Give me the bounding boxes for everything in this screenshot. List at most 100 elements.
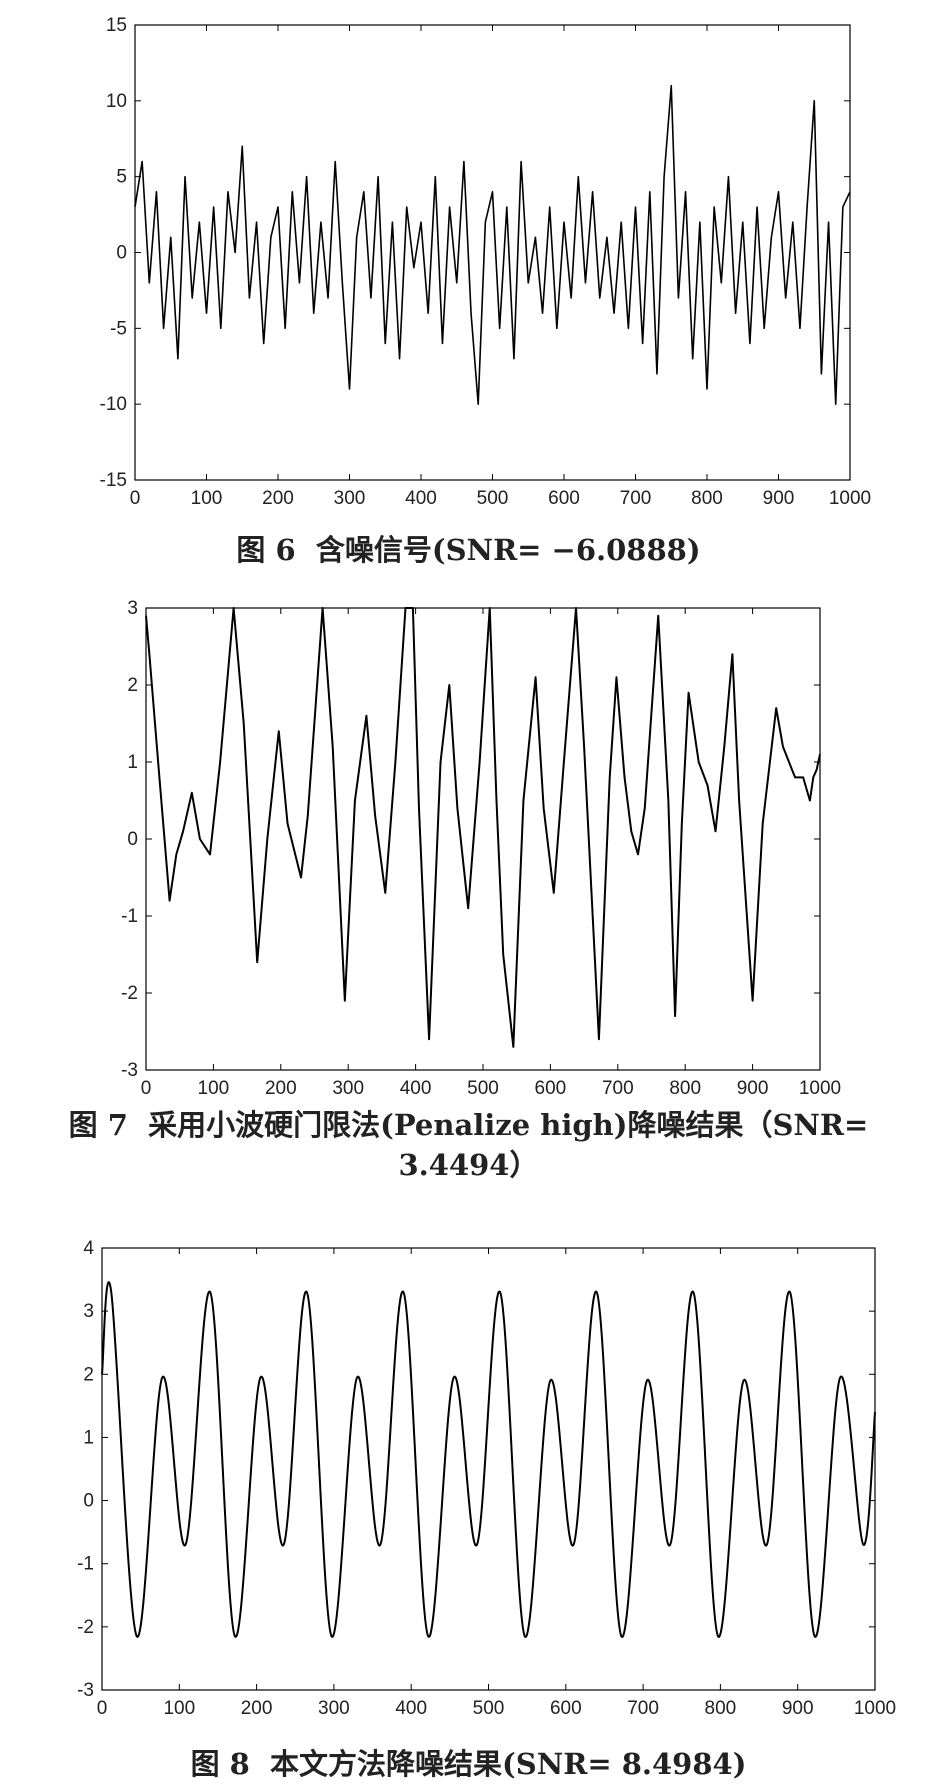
x-tick-label: 800 <box>691 488 723 509</box>
y-tick: 2 <box>127 675 820 696</box>
x-tick-label: 0 <box>141 1078 152 1099</box>
y-tick-label: 10 <box>106 91 127 112</box>
y-tick: 3 <box>83 1301 875 1322</box>
y-tick-label: 1 <box>83 1427 94 1448</box>
noisy-signal-chart: 0 100 200 300 400 500 600 700 800 900 1000-15-10-5… <box>100 15 872 509</box>
x-tick: 800 <box>669 608 701 1099</box>
x-tick: 600 <box>548 25 580 509</box>
x-tick-label: 800 <box>669 1078 701 1099</box>
x-tick-label: 700 <box>602 1078 634 1099</box>
figure-7-text: 采用小波硬门限法(Penalize high)降噪结果（SNR= <box>148 1108 869 1142</box>
figure-7-label: 图 7 <box>68 1108 128 1142</box>
series-line <box>101 1281 876 1638</box>
x-tick-label: 100 <box>198 1078 230 1099</box>
x-tick: 700 <box>620 25 651 509</box>
x-tick: 1000 <box>854 1248 896 1719</box>
x-tick-label: 100 <box>191 488 223 509</box>
x-tick: 900 <box>782 1248 814 1719</box>
x-tick: 0 <box>141 608 152 1099</box>
y-tick: -2 <box>77 1617 875 1638</box>
x-tick: 0 <box>130 25 141 509</box>
y-tick-label: -15 <box>100 470 127 491</box>
series-line <box>134 84 851 405</box>
x-tick-label: 900 <box>763 488 795 509</box>
y-tick: 3 <box>127 598 820 619</box>
x-tick: 500 <box>473 1248 505 1719</box>
x-tick-label: 0 <box>130 488 141 509</box>
x-tick-label: 200 <box>241 1698 273 1719</box>
x-tick-label: 300 <box>332 1078 364 1099</box>
x-tick-label: 600 <box>535 1078 567 1099</box>
x-tick-label: 1000 <box>829 488 871 509</box>
x-tick-label: 500 <box>477 488 509 509</box>
y-tick: -1 <box>121 906 820 927</box>
x-tick: 400 <box>405 25 437 509</box>
y-tick: 2 <box>83 1364 875 1385</box>
y-tick-label: -3 <box>121 1060 138 1081</box>
x-tick: 700 <box>627 1248 659 1719</box>
figure-6-caption: 图 6 含噪信号(SNR= −6.0888) <box>0 530 937 570</box>
x-tick: 800 <box>691 25 723 509</box>
x-tick-label: 0 <box>97 1698 108 1719</box>
x-tick: 300 <box>334 25 366 509</box>
x-tick: 700 <box>602 608 634 1099</box>
x-tick: 1000 <box>799 608 841 1099</box>
y-tick-label: -1 <box>77 1554 94 1575</box>
x-tick: 900 <box>763 25 795 509</box>
x-tick: 200 <box>262 25 294 509</box>
y-tick-label: 15 <box>106 15 127 36</box>
axes-box <box>101 1247 876 1691</box>
figure-6-text: 含噪信号(SNR= −6.0888) <box>315 533 701 567</box>
y-tick: -3 <box>77 1680 875 1701</box>
x-tick-label: 500 <box>473 1698 505 1719</box>
x-tick: 100 <box>191 25 223 509</box>
x-tick-label: 300 <box>334 488 366 509</box>
proposed-method-chart: 0 100 200 300 400 500 600 700 800 900 1000 -3 -2 -1 0 1… <box>77 1238 896 1719</box>
y-tick: 10 <box>106 91 850 112</box>
y-tick-label: 3 <box>127 598 138 619</box>
x-tick-label: 900 <box>782 1698 814 1719</box>
x-tick: 900 <box>737 608 769 1099</box>
x-tick-label: 400 <box>405 488 437 509</box>
figure-6-label: 图 6 <box>236 533 296 567</box>
y-tick-label: 1 <box>127 752 138 773</box>
x-tick: 400 <box>400 608 431 1099</box>
y-tick: 4 <box>83 1238 875 1259</box>
x-tick-label: 200 <box>265 1078 297 1099</box>
y-tick: -15 <box>100 470 850 491</box>
x-tick: 500 <box>467 608 499 1099</box>
y-tick: 0 <box>83 1491 875 1512</box>
x-tick-label: 200 <box>262 488 294 509</box>
y-tick: -10 <box>100 394 850 415</box>
x-tick: 500 <box>477 25 509 509</box>
x-tick-label: 500 <box>467 1078 499 1099</box>
x-tick: 300 <box>318 1248 350 1719</box>
y-tick: 5 <box>116 167 850 188</box>
x-tick: 200 <box>241 1248 273 1719</box>
y-tick-label: 3 <box>83 1301 94 1322</box>
x-tick-label: 400 <box>395 1698 427 1719</box>
y-tick-label: 0 <box>127 829 138 850</box>
x-tick-label: 600 <box>550 1698 582 1719</box>
x-tick: 300 <box>332 608 364 1099</box>
y-tick-label: 5 <box>116 167 127 188</box>
x-tick-label: 600 <box>548 488 580 509</box>
x-tick: 100 <box>198 608 230 1099</box>
x-tick: 800 <box>705 1248 736 1719</box>
x-tick-label: 1000 <box>854 1698 896 1719</box>
x-tick-label: 300 <box>318 1698 350 1719</box>
x-tick-label: 100 <box>163 1698 195 1719</box>
y-tick: 1 <box>83 1427 875 1448</box>
y-tick-label: 0 <box>116 243 127 264</box>
y-tick: 15 <box>106 15 850 36</box>
x-tick-label: 900 <box>737 1078 769 1099</box>
y-tick: -3 <box>121 1060 820 1081</box>
y-tick-label: 2 <box>127 675 138 696</box>
y-tick: -1 <box>77 1554 875 1575</box>
x-tick-label: 1000 <box>799 1078 841 1099</box>
y-tick-label: 2 <box>83 1364 94 1385</box>
axes-box <box>134 24 851 481</box>
y-tick-label: -3 <box>77 1680 94 1701</box>
y-tick: -5 <box>110 318 850 339</box>
figure-8-label: 图 8 <box>190 1747 250 1781</box>
